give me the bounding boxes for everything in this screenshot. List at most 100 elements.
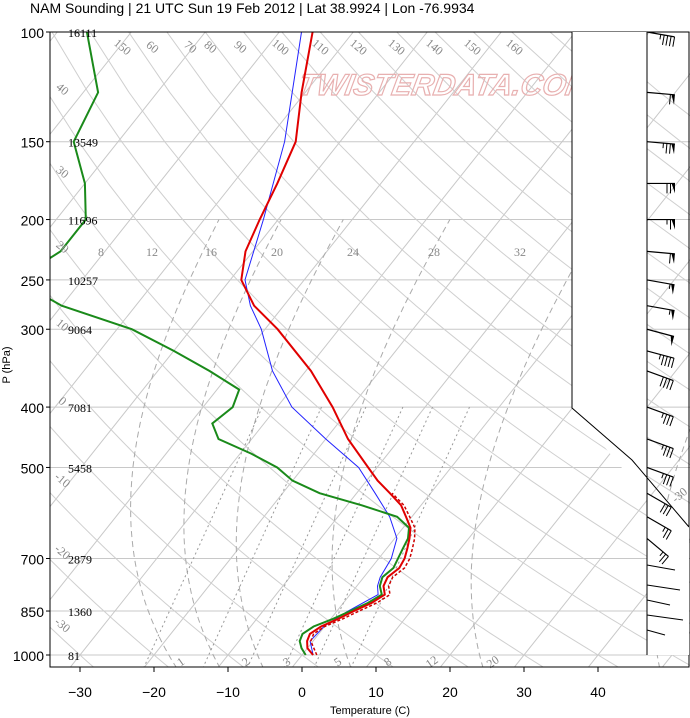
wind-barb-flag [669, 143, 671, 154]
wind-barb-staff [646, 370, 674, 382]
dry-adiabat [50, 95, 690, 666]
height-label: 81 [68, 649, 80, 663]
wind-barb-half [661, 473, 664, 479]
wind-barb-flag [670, 358, 675, 368]
wind-barb-staff [646, 328, 675, 338]
height-label: 2879 [68, 552, 92, 566]
isotherm-right-label: -30 [669, 484, 690, 505]
dry-adiabat [281, 32, 690, 391]
wind-panel-bg [572, 32, 689, 655]
temp-tick-label: −30 [68, 684, 92, 700]
wind-barb-staff [646, 516, 672, 532]
isotherm-line [291, 166, 690, 667]
x-axis-label: Temperature (C) [330, 705, 410, 717]
wind-barb [646, 406, 674, 427]
temp-tick-label: 10 [368, 684, 384, 700]
isotherm-line [513, 445, 690, 667]
isotherm-line [69, 32, 576, 667]
wind-barb-staff [646, 492, 672, 508]
pressure-tick-label: 850 [21, 604, 45, 620]
isotherm-line [50, 32, 206, 229]
temp-tick-label: 30 [516, 684, 532, 700]
wind-barb-low [646, 584, 681, 591]
moist-adiabat [470, 219, 602, 667]
y-axis-label: P (hPa) [1, 346, 13, 383]
dry-adiabat [50, 162, 620, 667]
temp-tick-label: 0 [298, 684, 306, 700]
pressure-tick-label: 100 [21, 25, 45, 41]
dry-adiabat [50, 491, 245, 667]
pressure-tick-label: 400 [21, 400, 45, 416]
wind-barb-staff [646, 250, 675, 255]
height-label: 9064 [68, 323, 92, 337]
wind-barb-staff [646, 406, 674, 418]
wind-barb-half [659, 34, 662, 40]
mixing-ratio-label: 12 [146, 245, 158, 259]
watermark: TWISTERDATA.COM [296, 69, 595, 102]
dry-adiabat [89, 32, 690, 583]
mixing-ratio-label: 8 [98, 245, 104, 259]
isotherm-top-label: 70 [181, 38, 199, 56]
wind-barb-pennant [671, 219, 675, 230]
wind-barb-flag [662, 528, 669, 538]
wind-barb-flag [665, 530, 672, 540]
wind-barb-flag [660, 355, 665, 366]
temp-tick-label: −20 [142, 684, 166, 700]
temp-tick-label: 40 [590, 684, 606, 700]
mixing-ratio-line [202, 406, 322, 667]
wind-barb-flag [672, 36, 676, 47]
isotherm-left-label: 40 [53, 80, 71, 98]
wind-barb-half [659, 551, 664, 557]
isotherm-line [50, 32, 354, 415]
wind-barb-staff [646, 438, 674, 450]
height-label: 1360 [68, 605, 92, 619]
wind-barb-flag [662, 474, 668, 485]
pressure-tick-label: 500 [21, 460, 45, 476]
wind-barb-flag [666, 415, 671, 426]
pressure-tick-label: 300 [21, 322, 45, 338]
height-label: 16111 [68, 26, 97, 40]
chart-title: NAM Sounding | 21 UTC Sun 19 Feb 2012 | … [30, 0, 475, 16]
mixing-ratio-label: 28 [428, 245, 440, 259]
wind-barb-flag [668, 36, 672, 47]
wind-barb [646, 466, 674, 487]
height-label: 7081 [68, 401, 92, 415]
wind-barb-half [662, 527, 666, 532]
wind-barb-flag [662, 34, 665, 45]
dry-adiabat [358, 32, 690, 319]
wind-barb-pennant [671, 94, 675, 105]
wind-barb-half [661, 412, 664, 418]
pressure-tick-label: 250 [21, 273, 45, 289]
wind-barb [646, 537, 669, 565]
isotherm-line [143, 32, 650, 667]
wind-barb-half [658, 354, 662, 360]
wind-barb-staff [646, 305, 675, 312]
wind-barb-flag [664, 356, 668, 367]
isotherm-top-label: 110 [309, 36, 331, 58]
wind-barb [646, 91, 675, 105]
height-label: 10257 [68, 274, 98, 288]
moist-adiabat [130, 219, 220, 667]
temp-tick-label: 20 [442, 684, 458, 700]
mixing-ratio-line [143, 406, 263, 667]
wind-barb-low [646, 614, 684, 621]
wind-barb-flag [669, 476, 674, 487]
wind-barb [646, 370, 674, 391]
dry-adiabat [128, 32, 690, 543]
virtual-temperature-trace [309, 492, 416, 656]
wind-barb [646, 141, 675, 155]
isotherm-top-label: 160 [503, 36, 526, 58]
mixing-ratio-line [284, 406, 404, 667]
wind-barb-flag [662, 445, 668, 456]
wind-barb-staff [646, 537, 669, 557]
wind-barb-flag [669, 253, 671, 264]
parcel-trace [244, 32, 398, 656]
wind-barb-flag [666, 447, 671, 457]
height-label: 5458 [68, 461, 92, 475]
wind-barb-flag [665, 35, 669, 46]
plot-area: TWISTERDATA.COM [50, 32, 690, 667]
temp-tick-label: −10 [216, 684, 240, 700]
wind-barb-pennant [671, 284, 675, 295]
